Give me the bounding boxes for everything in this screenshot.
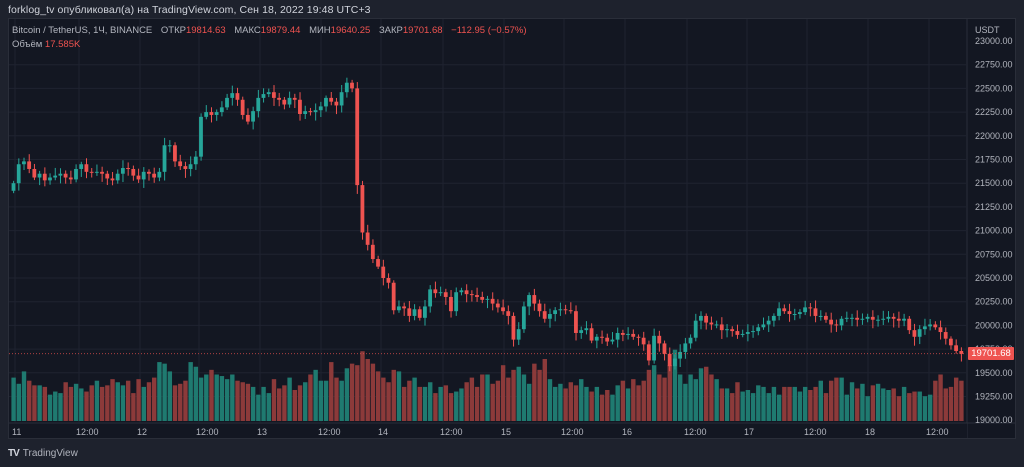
volume-bars bbox=[11, 349, 964, 421]
price-tick: 19500.00 bbox=[975, 368, 1013, 378]
price-tick: 21750.00 bbox=[975, 155, 1013, 165]
price-tick: 19000.00 bbox=[975, 415, 1013, 425]
open-label: ОТКР bbox=[160, 25, 186, 36]
legend-row-volume: Объём 17.585K bbox=[12, 38, 527, 52]
time-tick: 11 bbox=[12, 427, 21, 437]
time-tick: 12:00 bbox=[318, 427, 341, 437]
low-label: МИН bbox=[309, 25, 331, 36]
time-tick: 17 bbox=[744, 427, 754, 437]
ohlc-legend: Bitcoin / TetherUS, 1Ч, BINANCE ОТКР1981… bbox=[12, 24, 527, 52]
legend-row-ohlc: Bitcoin / TetherUS, 1Ч, BINANCE ОТКР1981… bbox=[12, 24, 527, 38]
price-tick: 19250.00 bbox=[975, 392, 1013, 402]
price-tick: 22000.00 bbox=[975, 131, 1013, 141]
time-tick: 12:00 bbox=[196, 427, 219, 437]
symbol-label[interactable]: Bitcoin / TetherUS, 1Ч, BINANCE bbox=[12, 25, 153, 36]
price-tick: 20500.00 bbox=[975, 273, 1013, 283]
time-tick: 12:00 bbox=[684, 427, 707, 437]
time-tick: 13 bbox=[257, 427, 267, 437]
time-tick: 16 bbox=[622, 427, 632, 437]
footer-brand[interactable]: TV TradingView bbox=[8, 448, 78, 459]
time-tick: 12:00 bbox=[76, 427, 99, 437]
time-tick: 12:00 bbox=[804, 427, 827, 437]
candles bbox=[11, 77, 964, 372]
change-value: −112.95 (−0.57%) bbox=[451, 25, 527, 36]
close-label: ЗАКР bbox=[378, 25, 403, 36]
price-tick: 21250.00 bbox=[975, 202, 1013, 212]
price-tick: 22500.00 bbox=[975, 83, 1013, 93]
brand-label: TradingView bbox=[22, 448, 78, 459]
price-tick: 23000.00 bbox=[975, 36, 1013, 46]
time-axis[interactable] bbox=[9, 423, 967, 438]
time-tick: 18 bbox=[865, 427, 875, 437]
time-tick: 15 bbox=[501, 427, 511, 437]
time-tick: 12 bbox=[137, 427, 147, 437]
price-tick: 21500.00 bbox=[975, 178, 1013, 188]
price-tick: 22750.00 bbox=[975, 60, 1013, 70]
time-tick: 12:00 bbox=[440, 427, 463, 437]
price-tick: 22250.00 bbox=[975, 107, 1013, 117]
open-value: 19814.63 bbox=[185, 25, 226, 36]
time-tick: 12:00 bbox=[926, 427, 949, 437]
high-label: МАКС bbox=[234, 25, 261, 36]
time-tick: 14 bbox=[378, 427, 388, 437]
tradingview-logo-icon: TV bbox=[8, 448, 20, 459]
price-tick: 21000.00 bbox=[975, 226, 1013, 236]
price-tick: 20750.00 bbox=[975, 249, 1013, 259]
low-value: 19640.25 bbox=[330, 25, 371, 36]
volume-value: 17.585K bbox=[44, 39, 81, 50]
price-tick: 20250.00 bbox=[975, 297, 1013, 307]
volume-label[interactable]: Объём bbox=[12, 39, 43, 50]
currency-label[interactable]: USDT bbox=[975, 25, 1000, 35]
last-price-badge: 19701.68 bbox=[968, 347, 1014, 360]
close-value: 19701.68 bbox=[402, 25, 443, 36]
time-tick: 12:00 bbox=[561, 427, 584, 437]
high-value: 19879.44 bbox=[260, 25, 301, 36]
price-tick: 20000.00 bbox=[975, 320, 1013, 330]
price-axis[interactable] bbox=[967, 19, 1015, 438]
publish-caption: forklog_tv опубликовал(а) на TradingView… bbox=[8, 4, 371, 16]
